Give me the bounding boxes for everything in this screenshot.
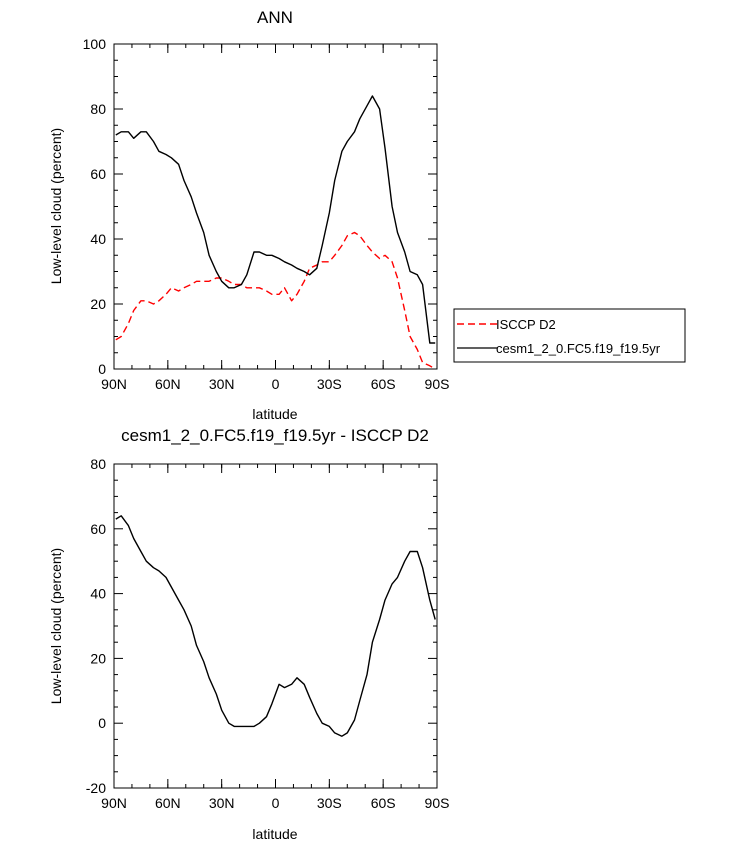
top-chart: ANN 90N 60N 30N 0 30S 60S 90S 0 20 40 60 80 100 lati… [48,8,449,422]
bottom-y-tick-label: -20 [86,780,106,796]
bottom-y-axis-label: Low-level cloud (percent) [48,548,64,704]
top-x-tick-label: 0 [272,376,280,392]
top-series-line-cesm [115,95,436,344]
top-x-tick-label: 90N [101,376,127,392]
bottom-x-tick-label: 30N [209,795,235,811]
bottom-y-tick-label: 0 [98,715,106,731]
bottom-y-tick-label: 80 [90,456,106,472]
top-x-tick-label: 30N [209,376,235,392]
top-x-tick-label: 60S [371,376,396,392]
bottom-plot-area: 90N 60N 30N 0 30S 60S 90S -20 0 20 40 60 80 [86,456,450,811]
legend-label-cesm: cesm1_2_0.FC5.f19_f19.5yr [496,341,661,356]
top-y-tick-label: 0 [98,361,106,377]
legend-label-isccp: ISCCP D2 [496,317,556,332]
bottom-x-axis-label: latitude [252,826,297,842]
top-y-tick-label: 40 [90,231,106,247]
top-y-tick-label: 60 [90,166,106,182]
bottom-x-tick-label: 30S [317,795,342,811]
bottom-y-tick-label: 40 [90,586,106,602]
bottom-chart: cesm1_2_0.FC5.f19_f19.5yr - ISCCP D2 90N… [48,426,449,842]
bottom-x-tick-label: 60N [155,795,181,811]
top-y-tick-label: 100 [83,36,107,52]
bottom-y-tick-label: 60 [90,521,106,537]
top-y-tick-label: 80 [90,101,106,117]
bottom-x-tick-label: 0 [272,795,280,811]
top-x-tick-label: 90S [425,376,450,392]
bottom-chart-title: cesm1_2_0.FC5.f19_f19.5yr - ISCCP D2 [121,426,429,445]
top-plot-frame [113,43,438,370]
top-y-axis-label: Low-level cloud (percent) [48,128,64,284]
top-x-tick-label: 30S [317,376,342,392]
top-x-axis-label: latitude [252,406,297,422]
bottom-x-tick-label: 90S [425,795,450,811]
top-plot-area: 90N 60N 30N 0 30S 60S 90S 0 20 40 60 80 100 [83,36,450,392]
legend-box [453,308,686,363]
top-y-tick-label: 20 [90,296,106,312]
bottom-x-tick-label: 90N [101,795,127,811]
bottom-x-tick-label: 60S [371,795,396,811]
bottom-plot-frame [113,463,438,789]
bottom-series-line-difference [115,515,436,737]
top-x-tick-label: 60N [155,376,181,392]
top-chart-title: ANN [257,8,293,27]
legend: ISCCP D2 cesm1_2_0.FC5.f19_f19.5yr [453,308,686,363]
top-series-line-isccp [115,231,436,370]
bottom-y-tick-label: 20 [90,650,106,666]
